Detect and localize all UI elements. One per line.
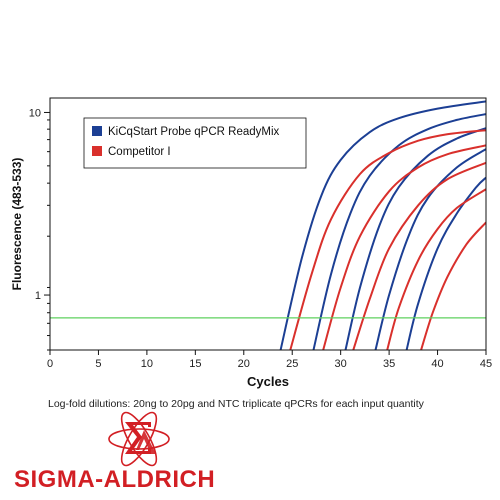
sigma-aldrich-wordmark: SIGMA-ALDRICH xyxy=(14,466,216,493)
readymix-curve-1 xyxy=(279,100,486,350)
legend-label-readymix: KiCqStart Probe qPCR ReadyMix xyxy=(108,126,280,138)
legend-swatch-competitor xyxy=(92,146,102,156)
x-tick-label: 10 xyxy=(141,358,153,370)
x-tick-label: 25 xyxy=(286,358,298,370)
y-axis-title: Fluorescence (483-533) xyxy=(10,158,24,291)
competitor-curve-2 xyxy=(322,144,486,350)
legend: KiCqStart Probe qPCR ReadyMix Competitor… xyxy=(83,117,307,169)
legend-label-competitor: Competitor I xyxy=(108,146,171,158)
readymix-curve-3 xyxy=(344,127,486,350)
x-axis-title: Cycles xyxy=(247,374,289,389)
sigma-aldrich-atom-logo-icon xyxy=(108,411,170,467)
y-tick-label: 10 xyxy=(29,107,41,119)
competitor-curve-3 xyxy=(352,161,486,350)
x-tick-label: 0 xyxy=(47,358,53,370)
legend-box xyxy=(83,117,307,169)
ticks-layer: 0 5 10 15 20 25 30 35 40 45 1 10 xyxy=(29,107,492,370)
x-tick-label: 35 xyxy=(383,358,395,370)
x-tick-label: 20 xyxy=(238,358,250,370)
legend-swatch-readymix xyxy=(92,126,102,136)
readymix-curve-5 xyxy=(405,176,486,350)
y-tick-label: 1 xyxy=(35,290,41,302)
x-tick-label: 15 xyxy=(189,358,201,370)
x-tick-label: 40 xyxy=(431,358,443,370)
figure-caption: Log-fold dilutions: 20ng to 20pg and NTC… xyxy=(48,398,424,410)
competitor-curve-1 xyxy=(289,129,486,350)
competitor-curve-5 xyxy=(420,221,486,350)
x-tick-label: 5 xyxy=(95,358,101,370)
readymix-curve-2 xyxy=(312,113,486,350)
readymix-curve-4 xyxy=(374,148,486,350)
plot-frame xyxy=(49,97,487,351)
x-tick-label: 45 xyxy=(480,358,492,370)
competitor-curve-4 xyxy=(386,188,486,350)
x-tick-label: 30 xyxy=(335,358,347,370)
curves-layer xyxy=(279,100,486,350)
